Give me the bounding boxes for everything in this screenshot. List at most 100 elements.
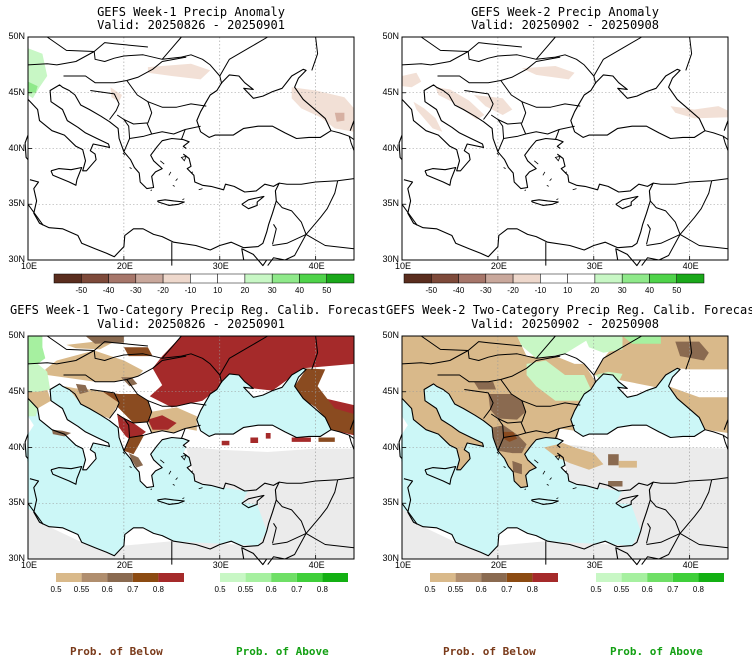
- colorbar-swatch: [621, 573, 648, 582]
- colorbar-label: 30: [618, 286, 627, 295]
- island: [496, 152, 500, 156]
- colorbar-swatch: [506, 573, 533, 582]
- colorbar-swatch: [107, 573, 133, 582]
- prob-region: [565, 445, 728, 491]
- coastline: [424, 166, 457, 186]
- coastline: [24, 134, 29, 161]
- prob-region: [28, 476, 354, 559]
- border-line: [330, 130, 355, 141]
- border-line: [147, 400, 207, 407]
- colorbar-label: 20: [590, 286, 599, 295]
- border-line: [464, 389, 494, 419]
- lat-tick-label: 45N: [8, 385, 25, 396]
- island: [549, 178, 552, 182]
- lat-tick-label: 30N: [8, 553, 25, 563]
- colorbar-swatch: [132, 573, 159, 582]
- colorbar-label: -40: [453, 286, 465, 295]
- border-line: [401, 204, 418, 226]
- colorbar-label: 0.5: [214, 585, 226, 594]
- colorbar-swatch: [53, 273, 82, 284]
- colorbar-label: 0.8: [527, 585, 539, 594]
- colorbar-swatch: [403, 273, 432, 284]
- lat-tick-label: 50N: [382, 31, 399, 41]
- prob-region: [291, 437, 311, 442]
- anomaly-region: [110, 87, 122, 102]
- lon-tick-label: 30E: [212, 261, 229, 271]
- lon-tick-label: 30E: [586, 261, 603, 271]
- coastline: [615, 547, 642, 566]
- island: [554, 454, 561, 461]
- border-line: [464, 90, 494, 120]
- prob-region: [402, 476, 728, 559]
- border-line: [554, 428, 560, 439]
- prob-region: [668, 386, 728, 433]
- border-line: [679, 180, 713, 235]
- colorbar-swatch: [322, 573, 348, 582]
- colorbar-swatch: [621, 273, 650, 284]
- colorbar-label: 0.6: [266, 585, 278, 594]
- island: [182, 497, 185, 500]
- footer-prob-below-right: Prob. of Below: [443, 645, 536, 658]
- colorbar-swatch: [326, 273, 355, 284]
- border-line: [27, 350, 223, 383]
- coastline: [615, 195, 639, 210]
- colorbar-label: 40: [295, 286, 304, 295]
- colorbar-label: -40: [103, 286, 115, 295]
- border-line: [497, 418, 505, 438]
- coastline: [398, 134, 403, 161]
- footer-prob-below-left: Prob. of Below: [70, 645, 163, 658]
- island: [190, 171, 194, 174]
- coastline: [196, 367, 332, 439]
- lat-tick-label: 30N: [382, 553, 399, 563]
- panel-title: GEFS Week-1 Precip Anomaly: [97, 5, 285, 19]
- lat-tick-label: 45N: [8, 86, 25, 97]
- border-line: [641, 233, 729, 266]
- island: [554, 155, 561, 162]
- colorbar-swatch: [162, 273, 191, 284]
- border-line: [272, 523, 277, 544]
- colorbar-swatch: [271, 273, 300, 284]
- border-line: [219, 335, 268, 376]
- coastline: [403, 452, 654, 557]
- lat-tick-label: 35N: [8, 497, 25, 508]
- border-line: [593, 36, 642, 77]
- border-line: [161, 335, 182, 359]
- border-line: [646, 523, 651, 544]
- panel-valid-dates: Valid: 20250902 - 20250908: [471, 18, 659, 32]
- coastline: [349, 120, 355, 131]
- coastline: [401, 383, 564, 489]
- prob-region: [102, 391, 152, 423]
- border-line: [437, 56, 561, 84]
- border-line: [46, 36, 95, 52]
- border-line: [151, 424, 201, 434]
- lon-tick-label: 20E: [116, 560, 133, 570]
- lat-tick-label: 40N: [8, 142, 25, 153]
- colorbar-label: 0.55: [448, 585, 464, 594]
- colorbar-swatch: [485, 273, 514, 284]
- colorbar-swatch: [81, 573, 108, 582]
- colorbar-label: 30: [268, 286, 277, 295]
- colorbar-swatch: [458, 273, 487, 284]
- border-line: [401, 350, 597, 383]
- border-line: [116, 80, 153, 125]
- colorbar-swatch: [217, 273, 246, 284]
- prob-region: [128, 453, 144, 468]
- border-line: [93, 341, 148, 351]
- island: [572, 487, 577, 490]
- coastline: [241, 195, 265, 210]
- border-line: [279, 178, 355, 185]
- colorbar-label: 0.7: [501, 585, 513, 594]
- colorbar-swatch: [244, 273, 273, 284]
- prob-region: [318, 437, 335, 442]
- island: [198, 188, 203, 191]
- coastline: [24, 433, 29, 460]
- colorbar-label: 50: [322, 286, 331, 295]
- border-line: [272, 224, 277, 245]
- island: [180, 454, 187, 461]
- border-line: [535, 36, 556, 60]
- coastline: [723, 419, 729, 430]
- island: [168, 470, 172, 475]
- border-line: [525, 424, 575, 434]
- lon-tick-label: 30E: [212, 560, 229, 570]
- lon-tick-label: 40E: [682, 261, 699, 271]
